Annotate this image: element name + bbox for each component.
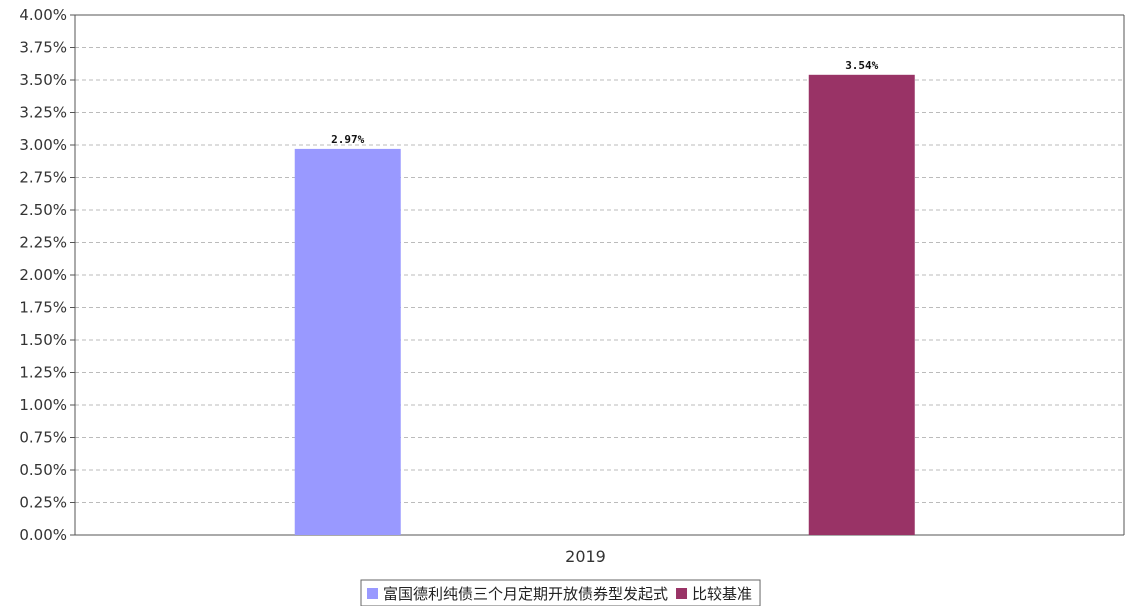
bars — [294, 74, 915, 536]
y-tick-label: 1.50% — [19, 331, 67, 349]
y-tick-label: 2.00% — [19, 266, 67, 284]
bar-value-label: 3.54% — [845, 59, 878, 72]
axes — [70, 14, 1125, 536]
y-tick-label: 0.50% — [19, 461, 67, 479]
y-tick-label: 3.50% — [19, 71, 67, 89]
y-tick-label: 1.25% — [19, 364, 67, 382]
y-tick-label: 3.25% — [19, 104, 67, 122]
legend: 富国德利纯债三个月定期开放债券型发起式 比较基准 — [360, 579, 761, 606]
y-tick-label: 1.00% — [19, 396, 67, 414]
y-tick-label: 1.75% — [19, 299, 67, 317]
bar-value-label: 2.97% — [331, 133, 364, 146]
y-tick-label: 0.00% — [19, 526, 67, 544]
y-axis-tick-labels: 0.00% 0.25% 0.50% 0.75% 1.00% 1.25% 1.50% 1.75%… — [19, 6, 67, 544]
bar-benchmark — [808, 74, 915, 536]
legend-box: 富国德利纯债三个月定期开放债券型发起式 比较基准 — [360, 579, 761, 606]
data-labels: 2.97% 3.54% — [331, 59, 879, 146]
y-tick-label: 0.25% — [19, 494, 67, 512]
y-tick-label: 2.50% — [19, 201, 67, 219]
legend-frame — [360, 579, 761, 606]
x-axis-tick-labels: 2019 — [565, 547, 606, 566]
y-tick-label: 2.25% — [19, 234, 67, 252]
gridlines — [75, 14, 1124, 503]
y-tick-label: 3.00% — [19, 136, 67, 154]
x-tick-label: 2019 — [565, 547, 606, 566]
legend-label: 比较基准 — [692, 585, 752, 603]
legend-label: 富国德利纯债三个月定期开放债券型发起式 — [383, 585, 668, 603]
y-tick-label: 2.75% — [19, 169, 67, 187]
legend-swatch — [676, 588, 688, 599]
y-tick-label: 3.75% — [19, 39, 67, 57]
bar-fund — [294, 148, 401, 535]
y-tick-label: 4.00% — [19, 6, 67, 24]
y-tick-label: 0.75% — [19, 429, 67, 447]
legend-swatch — [367, 588, 378, 599]
